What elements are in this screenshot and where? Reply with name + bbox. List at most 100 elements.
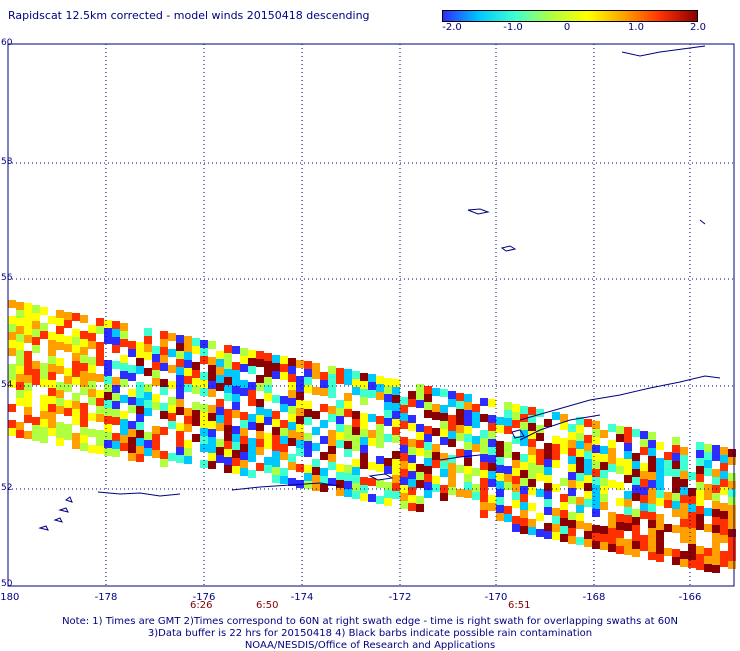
x-tick-label: -166 — [678, 592, 702, 603]
wind-cell — [168, 453, 176, 461]
wind-cell — [192, 434, 200, 442]
wind-cell — [128, 429, 136, 437]
wind-cell — [136, 406, 144, 414]
wind-cell — [408, 447, 416, 455]
wind-cell — [16, 326, 24, 334]
wind-cell — [232, 370, 240, 378]
wind-cell — [160, 331, 168, 339]
wind-cell — [96, 406, 104, 414]
color-scale-bar — [442, 10, 698, 22]
wind-cell — [416, 392, 424, 400]
wind-cell — [392, 379, 400, 387]
wind-cell — [712, 533, 720, 541]
wind-cell — [720, 551, 728, 559]
wind-cell — [544, 531, 552, 539]
wind-cell — [536, 465, 544, 473]
wind-cell — [504, 426, 512, 434]
wind-cell — [480, 486, 488, 494]
wind-cell — [696, 474, 704, 482]
wind-cell — [584, 475, 592, 483]
wind-cell — [48, 340, 56, 348]
wind-cell — [536, 513, 544, 521]
wind-cell — [416, 496, 424, 504]
wind-cell — [480, 470, 488, 478]
wind-cell — [712, 469, 720, 477]
wind-cell — [312, 363, 320, 371]
wind-cell — [224, 377, 232, 385]
wind-cell — [624, 539, 632, 547]
wind-cell — [32, 417, 40, 425]
wind-cell — [232, 402, 240, 410]
wind-cell — [288, 422, 296, 430]
wind-cell — [648, 472, 656, 480]
wind-cell — [592, 493, 600, 501]
wind-cell — [384, 490, 392, 498]
wind-cell — [680, 559, 688, 567]
wind-cell — [312, 387, 320, 395]
wind-cell — [112, 385, 120, 393]
wind-cell — [288, 358, 296, 366]
wind-cell — [632, 509, 640, 517]
wind-cell — [504, 474, 512, 482]
wind-cell — [128, 341, 136, 349]
wind-cell — [576, 417, 584, 425]
wind-cell — [536, 529, 544, 537]
wind-cell — [432, 460, 440, 468]
wind-cell — [496, 441, 504, 449]
wind-cell — [296, 464, 304, 472]
wind-cell — [160, 363, 168, 371]
wind-cell — [488, 431, 496, 439]
wind-cell — [64, 336, 72, 344]
wind-cell — [424, 450, 432, 458]
wind-cell — [248, 398, 256, 406]
wind-cell — [88, 389, 96, 397]
wind-cell — [728, 529, 736, 537]
wind-cell — [144, 352, 152, 360]
wind-cell — [592, 501, 600, 509]
wind-cell — [680, 463, 688, 471]
wind-cell — [528, 407, 536, 415]
wind-cell — [136, 398, 144, 406]
wind-cell — [264, 409, 272, 417]
wind-cell — [136, 358, 144, 366]
wind-cell — [384, 386, 392, 394]
wind-cell — [224, 417, 232, 425]
wind-cell — [488, 455, 496, 463]
wind-cell — [184, 360, 192, 368]
wind-cell — [304, 385, 312, 393]
wind-cell — [408, 503, 416, 511]
wind-cell — [112, 321, 120, 329]
wind-cell — [568, 472, 576, 480]
wind-cell — [608, 528, 616, 536]
wind-cell — [568, 496, 576, 504]
wind-cell — [376, 496, 384, 504]
wind-cell — [408, 495, 416, 503]
wind-cell — [16, 430, 24, 438]
wind-cell — [616, 458, 624, 466]
wind-cell — [528, 431, 536, 439]
wind-cell — [184, 416, 192, 424]
wind-cell — [528, 415, 536, 423]
wind-cell — [216, 367, 224, 375]
wind-cell — [408, 479, 416, 487]
wind-cell — [32, 337, 40, 345]
wind-cell — [136, 438, 144, 446]
wind-cell — [48, 380, 56, 388]
wind-cell — [120, 371, 128, 379]
wind-cell — [600, 446, 608, 454]
wind-cell — [256, 383, 264, 391]
wind-cell — [608, 480, 616, 488]
wind-cell — [304, 409, 312, 417]
wind-cell — [232, 386, 240, 394]
wind-cell — [408, 471, 416, 479]
wind-cell — [672, 509, 680, 517]
wind-cell — [720, 471, 728, 479]
wind-cell — [512, 476, 520, 484]
wind-cell — [88, 373, 96, 381]
wind-cell — [48, 404, 56, 412]
wind-cell — [648, 552, 656, 560]
wind-cell — [600, 462, 608, 470]
wind-cell — [80, 411, 88, 419]
wind-cell — [280, 356, 288, 364]
wind-cell — [88, 413, 96, 421]
